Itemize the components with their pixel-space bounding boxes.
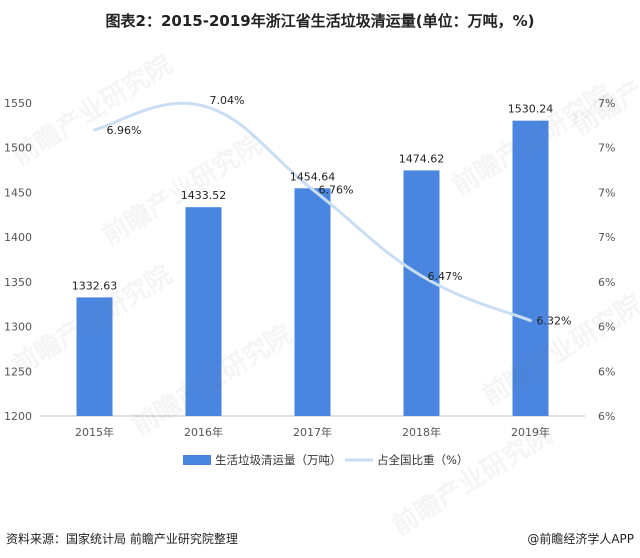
y-right-tick-label: 6% — [598, 365, 615, 378]
source-note: 资料来源：国家统计局 前瞻产业研究院整理 — [6, 532, 238, 546]
chart-title: 图表2：2015-2019年浙江省生活垃圾清运量(单位：万吨，%) — [105, 12, 535, 30]
y-left-tick-label: 1200 — [4, 410, 32, 423]
legend-line-label: 占全国比重（%） — [377, 453, 468, 467]
x-tick-label: 2017年 — [293, 425, 332, 439]
bar-value-label: 1530.24 — [508, 103, 554, 116]
line-value-label: 6.32% — [537, 315, 572, 328]
data-labels: 1332.63 1433.52 1454.64 1474.62 1530.24 6.96%… — [72, 94, 572, 328]
ratio-line-path — [93, 101, 532, 323]
y-right-tick-label: 6% — [598, 276, 615, 289]
bar — [185, 207, 222, 416]
bar — [76, 297, 113, 416]
y-right-tick-label: 7% — [598, 97, 615, 110]
line-value-label: 7.04% — [210, 94, 245, 107]
y-right-tick-label: 7% — [598, 231, 615, 244]
y-right-tick-label: 6% — [598, 321, 615, 334]
bars — [76, 120, 549, 417]
x-tick-label: 2015年 — [75, 425, 114, 439]
legend: 生活垃圾清运量（万吨） 占全国比重（%） — [183, 453, 468, 467]
line-value-label: 6.47% — [428, 270, 463, 283]
x-tick-label: 2019年 — [511, 425, 550, 439]
line-value-label: 6.96% — [107, 124, 142, 137]
x-tick-label: 2016年 — [184, 425, 223, 439]
bar-value-label: 1332.63 — [72, 279, 118, 292]
axes: 1200 1250 1300 1350 1400 1450 1500 1550 6% 6% 6% 6%… — [4, 97, 615, 439]
bar — [403, 170, 440, 416]
brand-credit: @前瞻经济学人APP — [527, 532, 634, 546]
y-left-tick-label: 1500 — [4, 142, 32, 155]
y-left-tick-label: 1300 — [4, 321, 32, 334]
y-left-tick-label: 1450 — [4, 186, 32, 199]
bar-value-label: 1474.62 — [399, 152, 445, 165]
y-right-tick-label: 7% — [598, 142, 615, 155]
bar — [294, 188, 331, 416]
ratio-line — [93, 101, 532, 323]
y-left-tick-label: 1350 — [4, 276, 32, 289]
line-value-label: 6.76% — [319, 183, 354, 196]
y-left-tick-label: 1400 — [4, 231, 32, 244]
y-right-tick-label: 6% — [598, 410, 615, 423]
y-left-tick-label: 1250 — [4, 365, 32, 378]
bar — [512, 120, 549, 417]
bar-value-label: 1454.64 — [290, 170, 336, 183]
x-tick-label: 2018年 — [402, 425, 441, 439]
y-left-tick-label: 1550 — [4, 97, 32, 110]
legend-bar-swatch — [183, 455, 211, 465]
bar-value-label: 1433.52 — [181, 189, 227, 202]
legend-bar-label: 生活垃圾清运量（万吨） — [215, 453, 342, 467]
y-right-tick-label: 7% — [598, 186, 615, 199]
